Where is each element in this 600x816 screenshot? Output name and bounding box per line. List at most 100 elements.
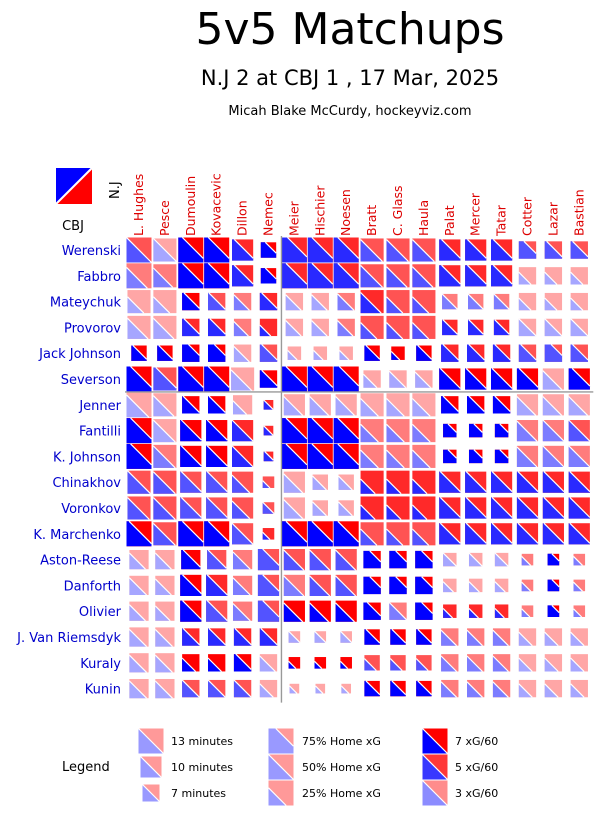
matchup-cell-divider xyxy=(287,349,298,361)
matchup-cell-divider xyxy=(360,449,379,469)
matchup-cell-home xyxy=(182,318,200,337)
matchup-cell-home xyxy=(333,366,359,392)
matchup-cell-divider xyxy=(231,445,254,468)
matchup-cell-home xyxy=(389,576,407,595)
legend-rate-label: 5 xG/60 xyxy=(455,761,498,774)
matchup-cell-divider xyxy=(491,367,513,389)
matchup-cell-divider xyxy=(570,271,584,285)
matchup-cell-divider xyxy=(521,581,532,592)
matchup-cell-home xyxy=(204,366,230,392)
matchup-cell-home xyxy=(390,680,406,697)
matchup-cell-divider xyxy=(386,504,402,520)
legend-size-swatch-divider xyxy=(142,784,160,802)
matchup-cell-divider xyxy=(206,471,228,493)
matchup-cell-divider xyxy=(259,324,272,337)
matchup-cell-divider xyxy=(411,449,431,469)
legend-size-swatch-divider xyxy=(138,728,164,754)
matchup-cell-divider xyxy=(207,679,226,698)
matchup-cell-divider xyxy=(390,350,401,361)
matchup-cell-divider xyxy=(314,660,323,670)
matchup-cell-divider xyxy=(442,607,454,619)
matchup-cell-home xyxy=(281,521,307,547)
matchup-cell-divider xyxy=(466,655,483,672)
matchup-cell-home xyxy=(206,471,228,493)
matchup-cell-divider xyxy=(128,604,146,622)
matchup-cell-divider xyxy=(491,471,513,493)
matchup-cell-divider xyxy=(287,237,308,258)
column-label: Haula xyxy=(416,200,431,236)
matchup-cell-divider xyxy=(283,549,305,571)
matchup-cell-divider xyxy=(285,294,302,311)
matchup-cell-home xyxy=(516,368,539,390)
matchup-cell-divider xyxy=(395,576,408,589)
row-label: Danforth xyxy=(64,579,121,594)
matchup-cell-home xyxy=(441,396,459,414)
team-key-home-label: CBJ xyxy=(62,219,84,234)
matchup-cell-divider xyxy=(389,658,403,671)
matchup-cell-divider xyxy=(152,497,176,520)
row-label: Severson xyxy=(61,373,121,388)
matchup-cell-divider xyxy=(206,445,228,467)
matchup-cell-away xyxy=(315,683,326,694)
matchup-cell-home xyxy=(439,471,461,493)
matchup-cell-divider xyxy=(207,366,230,388)
matchup-cell-divider xyxy=(386,398,405,417)
matchup-cell-divider xyxy=(181,366,204,388)
matchup-cell-divider xyxy=(260,627,278,646)
matchup-cell-home xyxy=(465,497,487,519)
matchup-cell-away xyxy=(521,553,534,566)
matchup-cell-home xyxy=(364,345,380,361)
matchup-cell-home xyxy=(439,523,461,545)
matchup-cell-divider xyxy=(128,628,148,648)
matchup-cell-divider xyxy=(551,579,560,588)
matchup-cell-divider xyxy=(262,480,271,489)
matchup-cell-divider xyxy=(543,522,565,544)
matchup-cell-divider xyxy=(259,683,274,698)
matchup-cell-home xyxy=(492,344,511,362)
matchup-cell-home xyxy=(568,368,590,390)
matchup-cell-divider xyxy=(181,679,200,698)
matchup-cell-divider xyxy=(206,600,228,622)
matchup-cell-divider xyxy=(283,499,304,520)
matchup-cell-home xyxy=(307,263,333,289)
matchup-cell-divider xyxy=(262,600,280,618)
matchup-cell-home xyxy=(544,344,563,362)
matchup-cell-divider xyxy=(309,549,331,571)
matchup-cell-home xyxy=(206,600,228,622)
matchup-cell-home xyxy=(547,553,560,566)
matchup-cell-home xyxy=(208,344,226,362)
row-label: Mateychuk xyxy=(50,296,122,311)
matchup-cell-divider xyxy=(182,395,200,414)
matchup-cell-divider xyxy=(232,400,248,415)
matchup-cell-divider xyxy=(551,604,560,614)
column-label: Dillon xyxy=(235,200,250,236)
matchup-cell-divider xyxy=(207,237,230,259)
matchup-cell-divider xyxy=(264,241,277,254)
matchup-cell-divider xyxy=(339,660,349,670)
matchup-cell-home xyxy=(307,237,333,263)
matchup-cell-divider xyxy=(366,602,382,617)
matchup-cell-divider xyxy=(544,297,558,311)
matchup-cell-divider xyxy=(283,396,304,416)
matchup-cell-divider xyxy=(261,344,278,361)
matchup-cell-divider xyxy=(473,449,483,459)
matchup-cell-divider xyxy=(231,500,251,520)
column-label: Bratt xyxy=(364,205,379,236)
row-label: Werenski xyxy=(62,244,121,259)
matchup-cell-home xyxy=(259,292,278,311)
matchup-cell-divider xyxy=(442,552,457,567)
matchup-cell-home xyxy=(439,368,461,390)
matchup-cell-home xyxy=(333,237,359,263)
matchup-cell-divider xyxy=(499,423,509,433)
matchup-cell-divider xyxy=(491,522,513,544)
matchup-cell-home xyxy=(516,523,539,545)
matchup-cell-home xyxy=(257,549,280,571)
matchup-cell-divider xyxy=(467,293,484,310)
chart-subtitle: N.J 2 at CBJ 1 , 17 Mar, 2025 xyxy=(200,66,500,90)
column-label: Kovacevic xyxy=(209,173,224,236)
matchup-cell-divider xyxy=(181,237,204,259)
row-label: Olivier xyxy=(79,605,122,620)
matchup-cell-divider xyxy=(572,344,589,361)
matchup-cell-divider xyxy=(360,528,378,546)
